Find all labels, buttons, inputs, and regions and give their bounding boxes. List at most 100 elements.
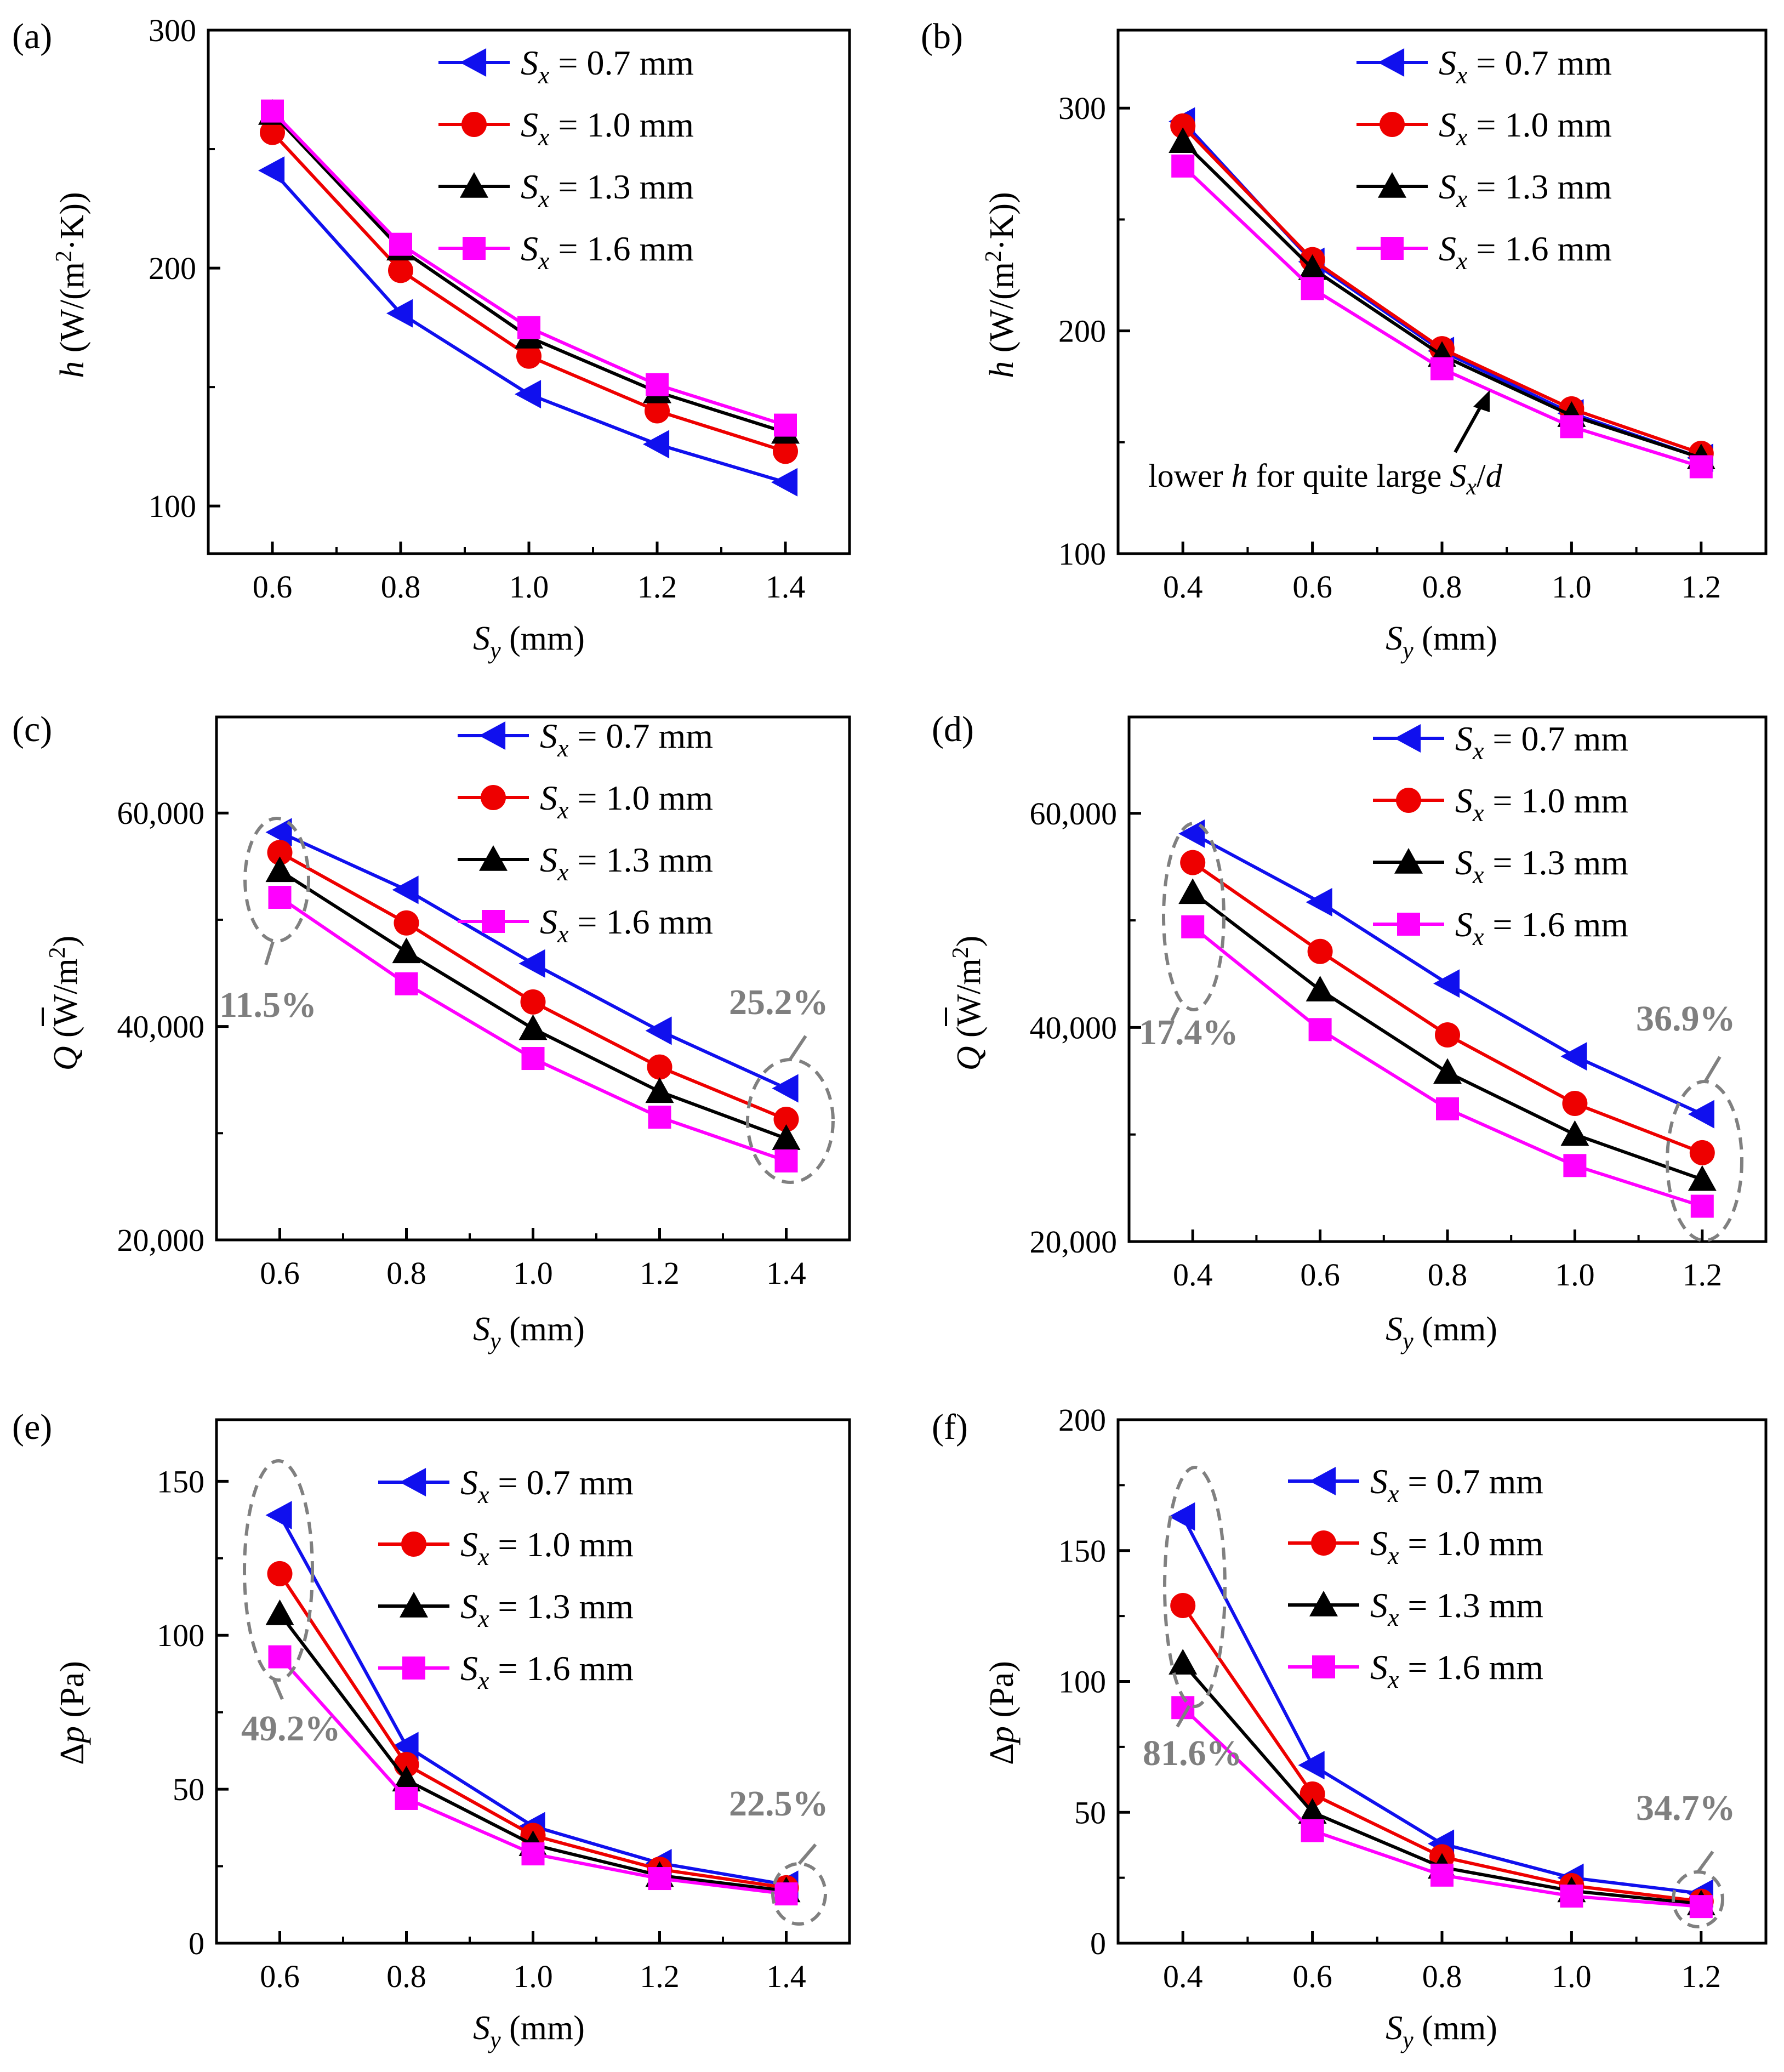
legend-label: Sx = 1.3 mm <box>1439 167 1612 213</box>
legend-label: Sx = 0.7 mm <box>1370 1462 1543 1507</box>
data-point <box>265 818 292 847</box>
x-tick-label: 1.4 <box>766 1255 806 1291</box>
data-point <box>1435 1022 1460 1048</box>
y-tick-label: 50 <box>173 1772 204 1807</box>
highlight-ellipse-right <box>746 1058 835 1184</box>
x-axis-title: Sy (mm) <box>1386 1311 1497 1354</box>
note-annotation: lower h for quite large Sx/d <box>1148 390 1503 500</box>
data-point <box>1298 1751 1325 1780</box>
y-tick-label: 50 <box>1074 1795 1106 1830</box>
data-point <box>1298 1798 1327 1824</box>
data-point <box>267 1561 293 1586</box>
y-tick-label: 300 <box>149 13 196 48</box>
data-point <box>394 910 419 936</box>
annotation-left: 49.2% <box>241 1709 341 1749</box>
annotation-right: 36.9% <box>1636 999 1736 1039</box>
data-point <box>1170 113 1196 139</box>
axis-ticks: 0.4 0.6 0.8 1.0 1.2 100 200 300 <box>1058 90 1721 605</box>
arrowhead <box>1473 390 1490 412</box>
legend-label: Sx = 1.3 mm <box>460 1587 634 1632</box>
legend-marker <box>1397 913 1420 936</box>
y-tick-label: 60,000 <box>1030 796 1118 832</box>
series-line <box>271 110 786 427</box>
y-tick-label: 0 <box>189 1926 204 1961</box>
data-point <box>392 937 421 964</box>
x-tick-label: 1.2 <box>1682 1959 1722 1994</box>
legend-label: Sx = 1.6 mm <box>521 229 694 275</box>
data-point <box>261 99 284 123</box>
legend-label: Sx = 1.3 mm <box>1370 1586 1543 1631</box>
y-axis-title: Q (W/m2) <box>948 936 988 1071</box>
y-tick-label: 300 <box>1058 90 1106 126</box>
x-tick-label: 1.2 <box>1683 1257 1723 1293</box>
x-tick-label: 0.4 <box>1173 1257 1213 1293</box>
axis-ticks: 0.4 0.6 0.8 1.0 1.2 20,000 40,000 60,000 <box>1030 796 1723 1293</box>
axis-ticks: 0.4 0.6 0.8 1.0 1.2 0 50 100 150 200 <box>1058 1402 1721 1994</box>
panel-a: (a) 0.6 0.8 1.0 1.2 1.4 100 200 300 Sy (mm) h (… <box>12 13 851 664</box>
legend-marker <box>479 845 508 871</box>
plot-series <box>1169 1502 1715 1919</box>
annotation-left: 11.5% <box>219 985 317 1025</box>
x-tick-label: 0.6 <box>1300 1257 1340 1293</box>
plot-series <box>265 1501 801 1906</box>
legend-label: Sx = 0.7 mm <box>521 43 694 89</box>
data-point <box>646 373 669 396</box>
leader-line-left <box>1176 1705 1191 1728</box>
data-point <box>1169 1502 1195 1531</box>
x-tick-label: 1.0 <box>1552 569 1592 605</box>
y-tick-label: 60,000 <box>117 795 205 831</box>
x-axis-title: Sy (mm) <box>1386 2010 1497 2053</box>
x-tick-label: 0.8 <box>386 1959 426 1994</box>
panel-label: (a) <box>12 16 52 56</box>
panel-b: (b) 0.4 0.6 0.8 1.0 1.2 100 200 300 Sy (mm) h (… <box>921 16 1768 664</box>
x-tick-label: 1.2 <box>1682 569 1722 605</box>
data-point <box>265 1501 292 1530</box>
x-tick-label: 0.6 <box>1292 1959 1332 1994</box>
x-tick-label: 1.0 <box>1555 1257 1595 1293</box>
axis-ticks: 0.6 0.8 1.0 1.2 1.4 0 50 100 150 <box>157 1464 806 1994</box>
highlight-ellipse-left <box>1163 1466 1227 1708</box>
data-point <box>1299 1781 1325 1807</box>
y-tick-label: 100 <box>149 488 196 524</box>
data-point <box>392 1766 421 1792</box>
data-point <box>645 398 670 424</box>
x-tick-label: 1.2 <box>640 1255 680 1291</box>
panel-label: (d) <box>932 709 974 749</box>
y-tick-label: 20,000 <box>117 1222 205 1258</box>
panel-label: (c) <box>12 709 52 749</box>
legend-label: Sx = 1.6 mm <box>1439 229 1612 275</box>
data-point <box>521 1047 545 1071</box>
panel-c: (c) 0.6 0.8 1.0 1.2 1.4 20,000 40,000 60,000 Sy… <box>12 709 851 1354</box>
legend-label: Sx = 1.0 mm <box>1455 781 1628 827</box>
series-line <box>1182 164 1702 469</box>
y-axis-title: Q (W/m2) <box>45 936 84 1071</box>
legend-marker <box>1309 1591 1338 1616</box>
x-tick-label: 1.2 <box>637 569 677 605</box>
y-tick-label: 200 <box>1058 1402 1106 1438</box>
data-point <box>1171 154 1195 178</box>
legend-label: Sx = 1.3 mm <box>521 167 694 213</box>
plot-frame <box>215 715 851 1242</box>
annotation-right: 34.7% <box>1636 1788 1736 1828</box>
legend-marker <box>460 172 488 198</box>
leader-line-right <box>789 1035 807 1060</box>
panel-label: (f) <box>932 1407 968 1447</box>
data-point <box>1306 887 1332 917</box>
legend-label: Sx = 1.6 mm <box>1455 905 1628 950</box>
data-point <box>1301 277 1324 300</box>
panel-label: (b) <box>921 16 963 56</box>
legend-marker <box>482 910 505 933</box>
legend-label: Sx = 1.6 mm <box>1370 1648 1543 1693</box>
x-tick-label: 0.4 <box>1163 569 1203 605</box>
data-point <box>774 1882 798 1906</box>
x-axis-title: Sy (mm) <box>1386 620 1497 664</box>
data-point <box>1169 1649 1198 1675</box>
legend-label: Sx = 0.7 mm <box>460 1463 634 1509</box>
data-point <box>395 1786 418 1810</box>
data-point <box>1180 850 1206 875</box>
leader-line-right <box>1703 1056 1722 1084</box>
annotation-left: 81.6% <box>1143 1733 1242 1773</box>
data-point <box>774 1149 798 1172</box>
data-point <box>1170 1593 1196 1619</box>
x-tick-label: 0.8 <box>1422 569 1462 605</box>
